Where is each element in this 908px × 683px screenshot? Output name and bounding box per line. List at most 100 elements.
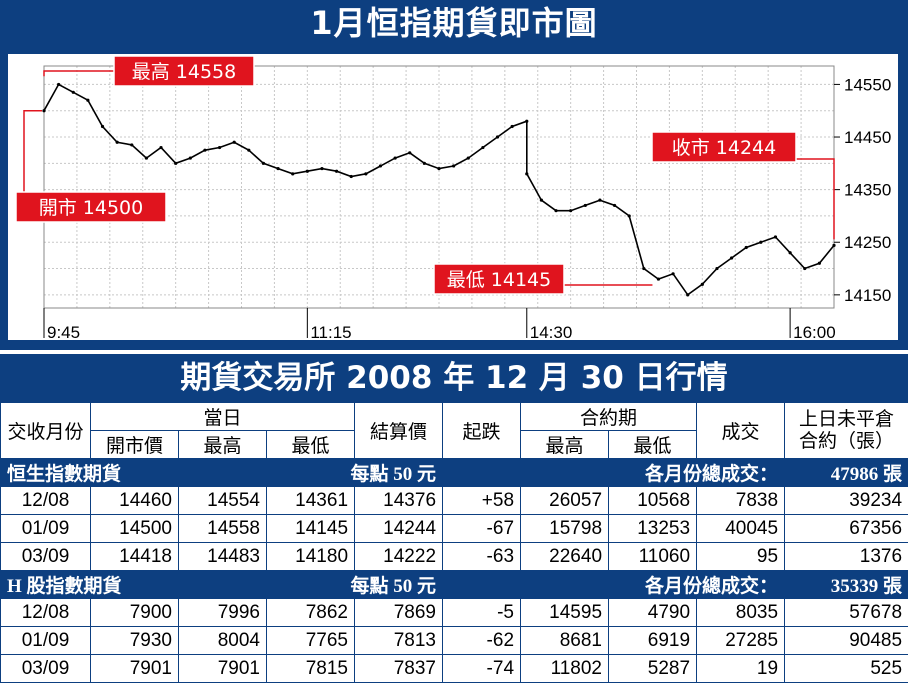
price-point: [71, 90, 75, 94]
table-cell: 8035: [696, 598, 786, 627]
price-point: [612, 203, 617, 208]
price-point: [481, 145, 485, 150]
price-point: [320, 166, 324, 171]
price-point: [510, 124, 514, 129]
price-point: [57, 82, 61, 87]
table-cell: 7901: [90, 654, 179, 683]
header-contract-low: 最低: [608, 430, 698, 459]
price-point: [452, 164, 456, 168]
table-row: 03/09 14418 14483 14180 14222 -63 22640 11060 95…: [0, 542, 908, 571]
price-point: [729, 256, 734, 260]
group-total: 35339 張: [784, 570, 908, 599]
price-point: [788, 251, 792, 255]
table-cell: 14595: [520, 598, 610, 627]
table-cell: 12/08: [0, 486, 91, 515]
annotation-label: 最高 14558: [132, 61, 236, 83]
table-cell: 7869: [354, 598, 444, 627]
price-point: [744, 245, 748, 250]
chart-title: 1月恒指期貨即市圖: [310, 4, 598, 42]
y-tick-label: 14150: [844, 286, 891, 305]
price-point: [627, 214, 631, 218]
price-point: [305, 169, 309, 173]
price-point: [408, 151, 412, 155]
y-tick-label: 14350: [844, 181, 891, 200]
table-cell: 11060: [608, 542, 698, 571]
group-name: H 股指數期貨: [7, 576, 122, 597]
table-cell: 8681: [520, 626, 610, 655]
table-cell: 01/09: [0, 626, 91, 655]
header-volume: 成交: [696, 402, 786, 459]
price-point: [803, 266, 807, 271]
table-cell: 27285: [696, 626, 786, 655]
price-point: [232, 140, 236, 144]
table-cell: 95: [696, 542, 786, 571]
annotation-label: 最低 14145: [447, 269, 551, 291]
annotation-box: [113, 55, 255, 87]
price-point: [554, 209, 558, 213]
header-today: 當日: [89, 402, 356, 431]
table-cell: 7815: [265, 654, 356, 683]
table-header-row-1: 交收月份 當日 結算價 起跌 合約期 成交 上日未平倉 合約（張）: [0, 402, 908, 459]
table-cell: 14145: [265, 514, 356, 543]
table-row: 12/08 14460 14554 14361 14376 +58 26057 10568 78…: [0, 486, 908, 515]
table-cell: 7900: [90, 598, 179, 627]
table-row: 01/09 14500 14558 14145 14244 -67 15798 13253 40…: [0, 514, 908, 543]
x-tick-label: 9:45: [47, 323, 80, 342]
table-cell: 14460: [90, 486, 179, 515]
table-cell: 19: [696, 654, 786, 683]
table-row: 01/09 7930 8004 7765 7813 -62 8681 6919 27285 904…: [0, 626, 908, 655]
price-point: [583, 203, 587, 208]
table-cell: 03/09: [0, 542, 91, 571]
price-point: [569, 209, 573, 213]
intraday-chart: 14550 14450 14350 14250 14150 9:45 11:15 14:30 1…: [8, 54, 898, 342]
price-point: [686, 293, 690, 297]
header-month: 交收月份: [0, 402, 91, 459]
table-cell: 7837: [354, 654, 444, 683]
price-point: [715, 266, 719, 271]
table-cell: 01/09: [0, 514, 91, 543]
header-high: 最高: [178, 430, 267, 459]
price-point: [217, 145, 222, 150]
price-point: [364, 172, 368, 176]
annotation-box: [15, 191, 167, 223]
group-spacer-cell: [442, 458, 522, 487]
table-cell: 13253: [608, 514, 698, 543]
price-point: [525, 119, 529, 123]
table-cell: 14180: [265, 542, 356, 571]
price-point: [42, 109, 46, 113]
table-cell: 26057: [520, 486, 610, 515]
price-point: [495, 135, 500, 139]
group-name-cell: 恒生指數期貨 每點 50 元: [0, 458, 444, 487]
futures-table: 交收月份 當日 結算價 起跌 合約期 成交 上日未平倉 合約（張） 開市價 最高…: [0, 402, 908, 683]
header-contract: 合約期: [520, 402, 698, 431]
table-cell: 14500: [90, 514, 179, 543]
x-tick-label: 14:30: [530, 323, 573, 342]
group-spacer-cell: [442, 570, 522, 599]
header-open: 開市價: [90, 430, 179, 459]
annotation-label: 收市 14244: [672, 137, 776, 159]
table-cell: -67: [442, 514, 522, 543]
table-cell: -74: [442, 654, 522, 683]
group-per-point: 每點 50 元: [350, 464, 437, 485]
market-header: 期貨交易所 2008 年 12 月 30 日行情: [0, 354, 908, 402]
table-cell: +58: [442, 486, 522, 515]
table-cell: 14558: [178, 514, 267, 543]
header-oi-line1: 上日未平倉: [799, 408, 895, 430]
table-cell: 15798: [520, 514, 610, 543]
group-row: H 股指數期貨 每點 50 元 各月份總成交： 35339 張: [0, 570, 908, 599]
price-point: [203, 148, 207, 152]
table-cell: 525: [784, 654, 908, 683]
table-cell: 8004: [178, 626, 267, 655]
price-point: [832, 243, 836, 247]
table-cell: 14376: [354, 486, 444, 515]
table-cell: -5: [442, 598, 522, 627]
table-cell: 1376: [784, 542, 908, 571]
table-cell: 5287: [608, 654, 698, 683]
table-cell: 14483: [178, 542, 267, 571]
header-change: 起跌: [442, 402, 522, 459]
table-cell: 67356: [784, 514, 908, 543]
annotation-connector: [23, 109, 42, 192]
price-point: [393, 156, 397, 160]
table-header-row-2: 開市價 最高 最低 最高 最低: [1, 430, 908, 459]
